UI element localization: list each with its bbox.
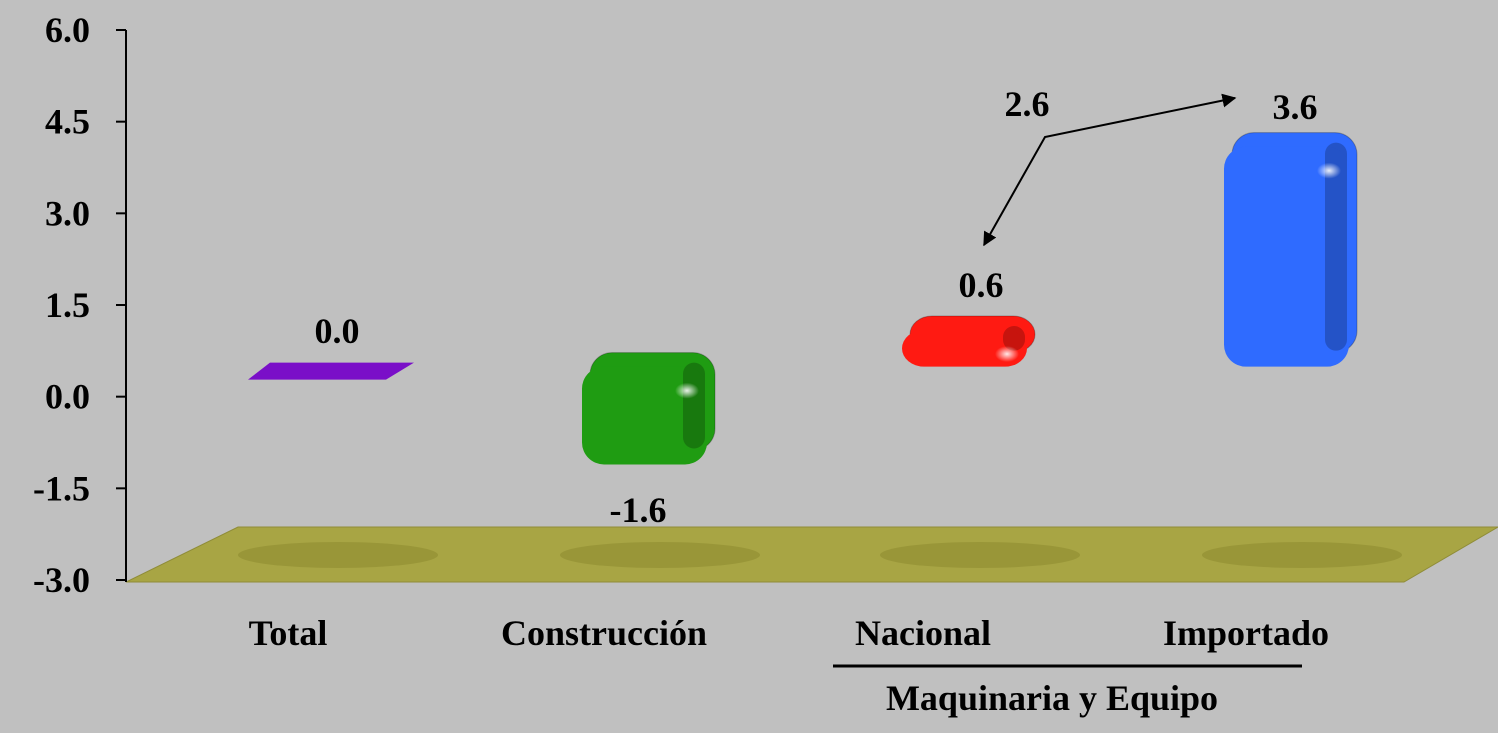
bar-highlight-construccion (675, 382, 699, 399)
bar-flat-total (248, 362, 414, 380)
annotation-label: 2.6 (1005, 84, 1050, 124)
group-label: Maquinaria y Equipo (886, 678, 1218, 718)
floor-shadow-nacional (880, 542, 1080, 568)
floor-plane (125, 526, 1498, 583)
y-tick-label: 4.5 (45, 102, 90, 142)
x-label-total: Total (249, 613, 328, 653)
bar-total (248, 362, 414, 380)
annotation-arrow (983, 93, 1237, 247)
x-label-importado: Importado (1163, 613, 1329, 653)
value-label-construccion: -1.6 (610, 490, 667, 530)
x-label-nacional: Nacional (855, 613, 991, 653)
floor-shadow-total (238, 542, 438, 568)
y-tick-label: 1.5 (45, 285, 90, 325)
bar-shade-construccion (683, 362, 705, 449)
bar-front-nacional (902, 330, 1027, 367)
bar-nacional (902, 315, 1036, 367)
y-tick-label: -1.5 (33, 468, 90, 508)
bar-importado (1224, 132, 1358, 367)
bar-construccion (582, 352, 716, 465)
value-label-total: 0.0 (315, 311, 360, 351)
y-tick-label: -3.0 (33, 560, 90, 600)
bar-shade-importado (1325, 142, 1347, 351)
y-tick-label: 0.0 (45, 377, 90, 417)
y-tick-label: 6.0 (45, 10, 90, 50)
floor-shadow-construccion (560, 542, 760, 568)
value-label-importado: 3.6 (1273, 87, 1318, 127)
bar-highlight-importado (1317, 162, 1341, 179)
y-tick-label: 3.0 (45, 193, 90, 233)
bar-highlight-nacional (995, 346, 1019, 362)
x-label-construccion: Construcción (501, 613, 707, 653)
bar-shade-nacional (1003, 326, 1025, 351)
floor-shadow-importado (1202, 542, 1402, 568)
bar-front-importado (1224, 146, 1349, 367)
value-label-nacional: 0.6 (959, 265, 1004, 305)
